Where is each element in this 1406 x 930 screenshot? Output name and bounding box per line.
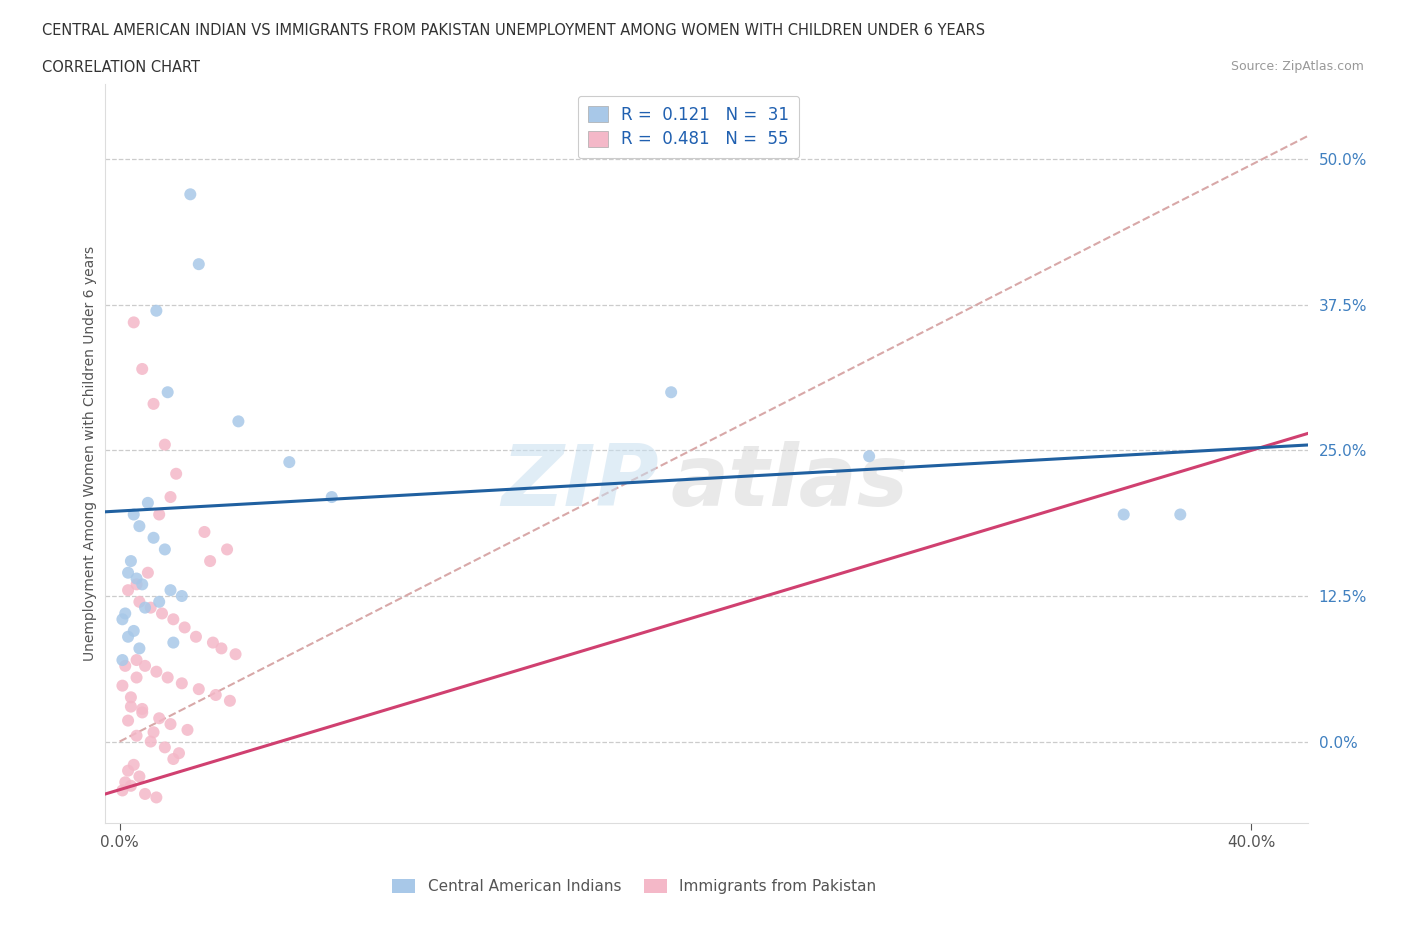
Point [159, 489, 181, 504]
Point [165, 466, 187, 481]
Point [136, 496, 159, 511]
Point [111, 783, 134, 798]
Point [142, 724, 165, 739]
Point [193, 525, 215, 539]
Point [148, 711, 170, 725]
Point [156, 385, 179, 400]
Point [1112, 507, 1135, 522]
Point [228, 414, 250, 429]
Point [150, 606, 173, 621]
Point [145, 790, 167, 804]
Point [167, 746, 190, 761]
Text: atlas: atlas [671, 442, 908, 525]
Point [125, 577, 148, 591]
Point [117, 764, 139, 778]
Point [114, 658, 136, 673]
Point [131, 362, 153, 377]
Point [134, 658, 156, 673]
Point [153, 740, 176, 755]
Legend: Central American Indians, Immigrants from Pakistan: Central American Indians, Immigrants fro… [387, 872, 883, 900]
Point [145, 303, 167, 318]
Point [321, 489, 343, 504]
Point [134, 600, 156, 615]
Point [120, 553, 142, 568]
Point [204, 687, 226, 702]
Point [131, 705, 153, 720]
Point [131, 577, 153, 591]
Point [125, 571, 148, 586]
Point [187, 682, 209, 697]
Point [114, 775, 136, 790]
Text: Source: ZipAtlas.com: Source: ZipAtlas.com [1230, 60, 1364, 73]
Point [122, 507, 145, 522]
Point [117, 713, 139, 728]
Point [139, 600, 162, 615]
Point [162, 612, 184, 627]
Point [128, 641, 150, 656]
Point [198, 553, 221, 568]
Point [117, 630, 139, 644]
Point [120, 778, 142, 793]
Point [145, 664, 167, 679]
Point [120, 690, 142, 705]
Point [125, 653, 148, 668]
Point [128, 594, 150, 609]
Point [225, 646, 247, 661]
Point [148, 507, 170, 522]
Point [125, 728, 148, 743]
Point [136, 565, 159, 580]
Point [858, 449, 880, 464]
Point [159, 717, 181, 732]
Point [125, 671, 148, 685]
Point [162, 751, 184, 766]
Point [120, 699, 142, 714]
Text: CORRELATION CHART: CORRELATION CHART [42, 60, 200, 75]
Point [139, 734, 162, 749]
Point [1168, 507, 1191, 522]
Point [173, 620, 195, 635]
Text: CENTRAL AMERICAN INDIAN VS IMMIGRANTS FROM PAKISTAN UNEMPLOYMENT AMONG WOMEN WIT: CENTRAL AMERICAN INDIAN VS IMMIGRANTS FR… [42, 23, 986, 38]
Point [217, 542, 239, 557]
Point [142, 396, 165, 411]
Point [128, 519, 150, 534]
Point [128, 769, 150, 784]
Point [122, 757, 145, 772]
Point [153, 437, 176, 452]
Point [117, 565, 139, 580]
Point [111, 653, 134, 668]
Point [131, 701, 153, 716]
Point [162, 635, 184, 650]
Point [159, 583, 181, 598]
Text: ZIP: ZIP [501, 442, 658, 525]
Point [170, 676, 193, 691]
Point [156, 671, 179, 685]
Point [134, 787, 156, 802]
Point [201, 635, 224, 650]
Point [111, 612, 134, 627]
Point [114, 606, 136, 621]
Point [176, 723, 198, 737]
Point [659, 385, 682, 400]
Point [184, 630, 207, 644]
Point [278, 455, 301, 470]
Point [209, 641, 232, 656]
Point [219, 694, 242, 709]
Point [142, 530, 165, 545]
Point [170, 589, 193, 604]
Point [122, 315, 145, 330]
Point [153, 542, 176, 557]
Point [122, 623, 145, 638]
Point [148, 594, 170, 609]
Point [179, 187, 201, 202]
Y-axis label: Unemployment Among Women with Children Under 6 years: Unemployment Among Women with Children U… [83, 246, 97, 661]
Point [111, 678, 134, 693]
Point [187, 257, 209, 272]
Point [117, 583, 139, 598]
